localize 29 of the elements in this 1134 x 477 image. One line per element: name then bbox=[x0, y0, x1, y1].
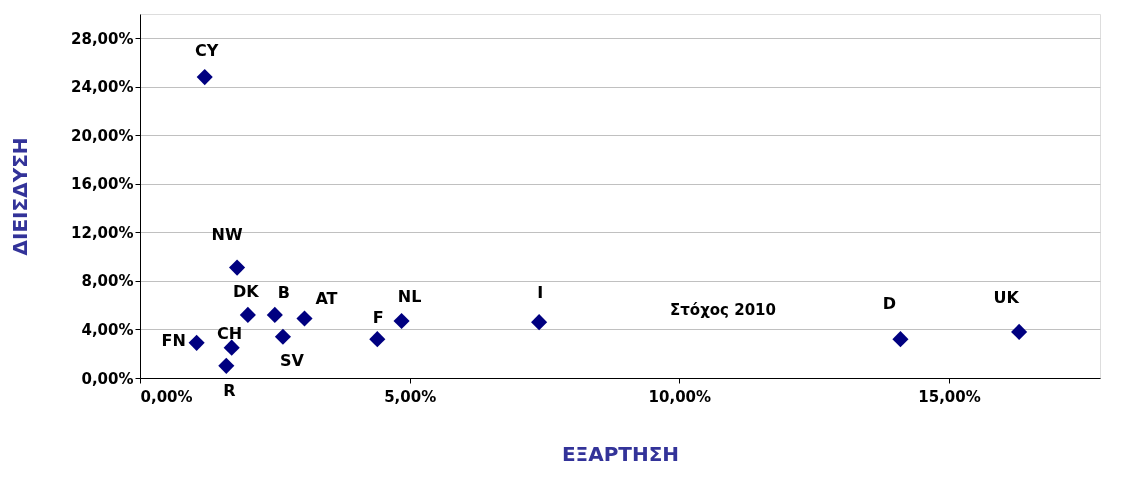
data-label: F bbox=[372, 308, 384, 328]
x-tick-label: 0,00% bbox=[140, 387, 193, 406]
x-tick-label: 10,00% bbox=[648, 387, 712, 406]
data-label: AT bbox=[315, 288, 338, 308]
y-tick-label: 8,00% bbox=[81, 272, 134, 291]
x-tick-label: 15,00% bbox=[918, 387, 981, 406]
data-label: SV bbox=[279, 350, 305, 370]
y-tick-label: 28,00% bbox=[71, 29, 134, 48]
y-axis-title: ΔΙΕΙΣΔΥΣΗ bbox=[8, 137, 33, 256]
y-tick-label: 4,00% bbox=[81, 320, 134, 339]
data-label: B bbox=[277, 282, 290, 302]
data-label: UK bbox=[993, 287, 1020, 307]
x-tick-label: 5,00% bbox=[384, 387, 437, 406]
data-label: CY bbox=[195, 41, 219, 61]
x-axis-title: ΕΞΑΡΤΗΣΗ bbox=[561, 441, 680, 466]
y-tick-label: 16,00% bbox=[71, 175, 134, 194]
data-label: I bbox=[537, 283, 544, 303]
data-label: NW bbox=[211, 224, 243, 244]
annotation: Στόχος 2010 bbox=[670, 301, 776, 319]
data-label: NL bbox=[397, 286, 422, 306]
y-tick-label: 20,00% bbox=[71, 126, 134, 145]
y-tick-label: 12,00% bbox=[71, 223, 134, 242]
data-label: DK bbox=[233, 281, 260, 301]
data-label: CH bbox=[217, 323, 243, 343]
data-label: R bbox=[223, 380, 236, 400]
data-label: D bbox=[882, 294, 897, 314]
data-label: FN bbox=[161, 330, 186, 350]
y-tick-label: 0,00% bbox=[81, 369, 134, 388]
y-tick-label: 24,00% bbox=[71, 78, 134, 97]
